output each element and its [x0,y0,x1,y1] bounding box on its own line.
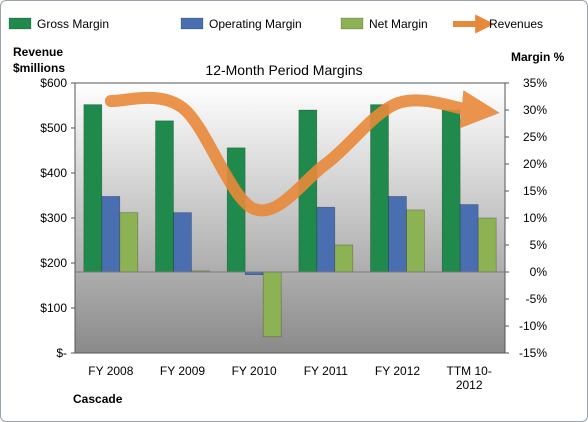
legend-swatch [8,17,32,30]
legend-swatch [340,17,364,30]
legend-label: Net Margin [369,17,428,31]
company-name: Cascade [73,392,123,406]
chart-text-layer: Revenue $millions Margin % 12-Month Peri… [13,45,565,406]
category-label: FY 2008 [88,364,133,378]
category-label: FY 2010 [232,364,277,378]
bar-operating-margin [388,196,407,273]
bar-gross-margin [441,109,461,273]
left-axis-label-line1: Revenue [13,45,63,59]
bar-gross-margin [370,104,389,273]
right-tick-label: 25% [523,130,547,144]
plot-area [74,82,506,354]
right-tick-label: -10% [519,319,547,333]
legend-label: Operating Margin [209,17,302,31]
right-tick-label: -15% [519,346,547,360]
left-tick-label: $200 [40,256,67,270]
left-axis-label-line2: $millions [13,61,65,75]
bar-gross-margin [83,104,103,273]
right-tick-label: 0% [530,265,548,279]
legend-label: Revenues [489,17,543,31]
right-axis-label: Margin % [511,50,565,64]
left-tick-label: $100 [40,301,67,315]
bars-layer [83,104,497,338]
left-tick-label: $- [56,346,67,360]
bar-operating-margin [173,212,192,273]
bar-gross-margin [155,120,174,273]
bar-operating-margin [459,204,479,273]
left-tick-label: $500 [40,121,67,135]
legend-label: Gross Margin [37,17,109,31]
left-tick-label: $400 [40,166,67,180]
bar-net-margin [477,217,497,273]
bar-gross-margin [226,147,246,273]
category-label: FY 2009 [160,364,205,378]
revenue-line-layer [104,90,500,217]
right-tick-label: 30% [523,103,547,117]
chart-title: 12-Month Period Margins [205,62,362,78]
left-tick-label: $600 [40,76,67,90]
right-tick-label: 20% [523,157,547,171]
right-tick-label: 15% [523,184,547,198]
right-tick-label: -5% [526,292,548,306]
category-label: FY 2011 [304,364,349,378]
legend: Gross Margin Operating Margin Net Margin Re… [8,14,543,34]
bar-net-margin [119,212,139,273]
bar-operating-margin [316,206,336,273]
bar-operating-margin [101,196,121,273]
bar-net-margin [406,209,425,273]
axes-layer: $- $100 $200 $300 $400 $500 $600 -15% -10% -5% 0% 5… [40,76,547,392]
bar-net-margin [262,271,282,338]
legend-swatch [180,17,204,30]
category-label: FY 2012 [375,364,420,378]
right-tick-label: 10% [523,211,547,225]
right-tick-label: 35% [523,76,547,90]
category-label: 2012 [456,378,483,392]
right-tick-label: 5% [530,238,548,252]
bar-net-margin [334,244,354,273]
left-tick-label: $300 [40,211,67,225]
line-revenues [104,90,500,217]
category-label: TTM 10- [446,364,491,378]
